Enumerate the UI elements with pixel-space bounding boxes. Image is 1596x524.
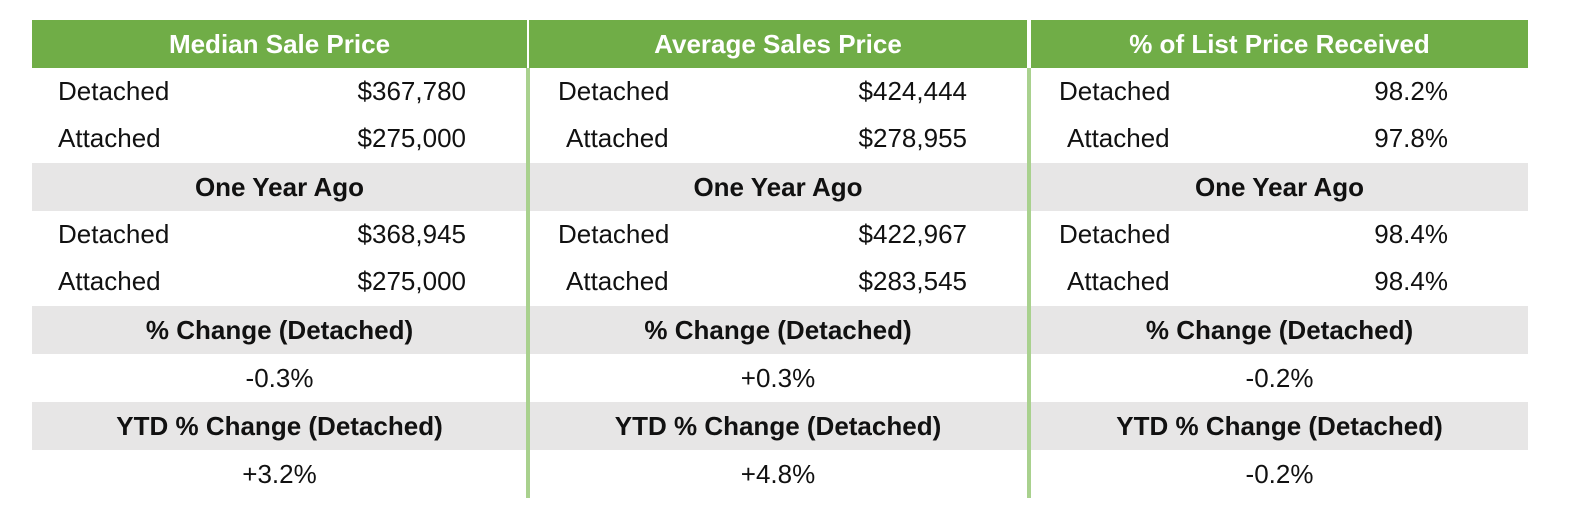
data-row: Attached $275,000 bbox=[32, 114, 527, 163]
section-heading: One Year Ago bbox=[32, 163, 527, 211]
data-row: Attached $283,545 bbox=[529, 257, 1027, 306]
section-heading: % Change (Detached) bbox=[32, 306, 527, 354]
row-value: $283,545 bbox=[858, 266, 967, 296]
row-label: Detached bbox=[1059, 218, 1171, 249]
ytd-value: +4.8% bbox=[740, 458, 816, 489]
section-heading: One Year Ago bbox=[1031, 163, 1528, 211]
row-value: $424,444 bbox=[858, 75, 967, 106]
row-value: 98.2% bbox=[1374, 75, 1448, 106]
row-value: 98.4% bbox=[1374, 218, 1448, 249]
row-value: $275,000 bbox=[357, 266, 466, 296]
panel-title: Average Sales Price bbox=[529, 20, 1027, 68]
section-heading: YTD % Change (Detached) bbox=[1031, 402, 1528, 450]
data-row: Attached 98.4% bbox=[1031, 257, 1528, 306]
row-value: $278,955 bbox=[858, 123, 967, 153]
section-heading: % Change (Detached) bbox=[529, 306, 1027, 354]
change-value: +0.3% bbox=[740, 362, 816, 393]
section-heading: YTD % Change (Detached) bbox=[32, 402, 527, 450]
data-row: Detached 98.4% bbox=[1031, 211, 1528, 257]
row-label: Attached bbox=[58, 266, 161, 296]
data-row: Attached $278,955 bbox=[529, 114, 1027, 163]
data-row: Detached 98.2% bbox=[1031, 68, 1528, 114]
section-heading: YTD % Change (Detached) bbox=[529, 402, 1027, 450]
section-heading: One Year Ago bbox=[529, 163, 1027, 211]
section-heading: % Change (Detached) bbox=[1031, 306, 1528, 354]
data-row: Detached $422,967 bbox=[529, 211, 1027, 257]
ytd-value: +3.2% bbox=[242, 458, 317, 489]
ytd-value: -0.2% bbox=[1245, 458, 1314, 489]
row-label: Attached bbox=[566, 266, 669, 296]
panel-title: Median Sale Price bbox=[32, 20, 527, 68]
row-label: Detached bbox=[58, 75, 170, 106]
row-label: Detached bbox=[558, 218, 670, 249]
row-value: $367,780 bbox=[357, 75, 466, 106]
row-label: Attached bbox=[1067, 123, 1170, 153]
row-label: Attached bbox=[566, 123, 669, 153]
row-value: 98.4% bbox=[1374, 266, 1448, 296]
data-row: Detached $368,945 bbox=[32, 211, 527, 257]
row-label: Attached bbox=[58, 123, 161, 153]
row-value: $368,945 bbox=[357, 218, 466, 249]
data-row: Attached $275,000 bbox=[32, 257, 527, 306]
row-label: Attached bbox=[1067, 266, 1170, 296]
panel-title: % of List Price Received bbox=[1031, 20, 1528, 68]
row-value: 97.8% bbox=[1374, 123, 1448, 153]
row-label: Detached bbox=[1059, 75, 1171, 106]
row-label: Detached bbox=[558, 75, 670, 106]
change-value: -0.3% bbox=[245, 362, 314, 393]
row-label: Detached bbox=[58, 218, 170, 249]
column-divider bbox=[1027, 68, 1031, 498]
row-value: $422,967 bbox=[858, 218, 967, 249]
data-row: Detached $424,444 bbox=[529, 68, 1027, 114]
change-value: -0.2% bbox=[1245, 362, 1314, 393]
data-row: Attached 97.8% bbox=[1031, 114, 1528, 163]
row-value: $275,000 bbox=[357, 123, 466, 153]
column-divider bbox=[526, 68, 530, 498]
data-row: Detached $367,780 bbox=[32, 68, 527, 114]
